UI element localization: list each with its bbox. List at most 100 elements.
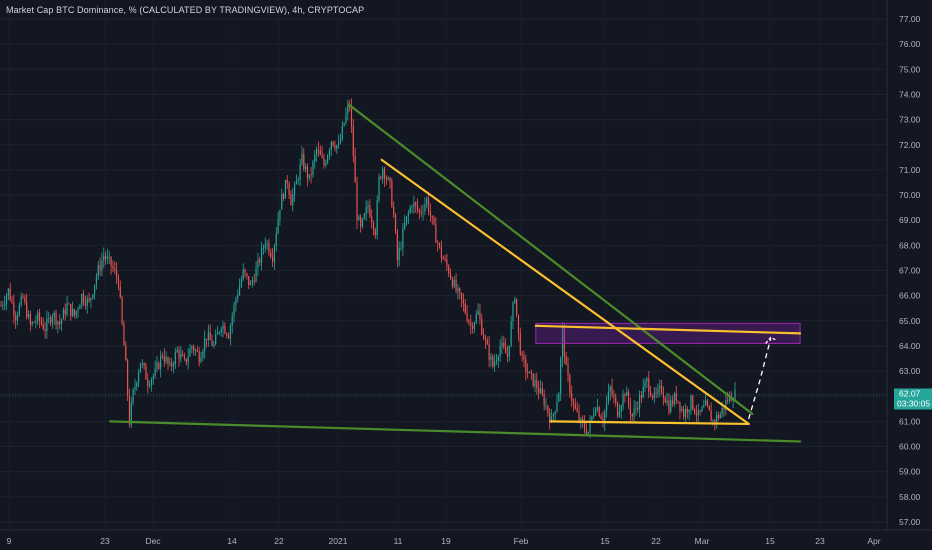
candle [358, 214, 360, 221]
candle [55, 309, 57, 330]
candle [683, 405, 685, 420]
candle [541, 381, 543, 397]
candle [369, 199, 371, 218]
candle [171, 357, 173, 372]
candle [37, 309, 39, 326]
candle [631, 413, 633, 421]
candle [227, 332, 230, 340]
candle [470, 314, 472, 335]
candle [536, 372, 538, 395]
candle [626, 386, 628, 396]
candle [104, 251, 107, 266]
y-tick-label: 76.00 [899, 39, 921, 49]
candle [565, 351, 567, 366]
candle [88, 292, 90, 303]
candle [156, 355, 158, 373]
x-tick-label: 15 [765, 536, 775, 546]
projection-path[interactable] [748, 338, 772, 420]
candle [734, 382, 736, 402]
candle [259, 256, 261, 266]
candle [112, 260, 114, 272]
candle [497, 354, 499, 369]
yellow-bottom-line[interactable] [549, 420, 750, 426]
candle [82, 289, 85, 307]
y-tick-label: 72.00 [899, 140, 921, 150]
candle [545, 397, 547, 410]
candle [651, 394, 654, 401]
candle [558, 391, 560, 403]
candle [657, 383, 659, 399]
candle [325, 159, 327, 168]
candle [424, 197, 426, 216]
candle [68, 302, 70, 305]
candle [27, 309, 30, 320]
candle [453, 275, 455, 289]
candle [231, 311, 233, 334]
candle [490, 352, 492, 367]
candle [123, 320, 125, 346]
candle [237, 289, 239, 303]
candle [24, 294, 26, 305]
time-axis[interactable]: 9 23 Dec 14 22 2021 11 19 Feb 15 22 Mar 15 23 Apr [7, 536, 881, 546]
candle [668, 393, 670, 416]
candle [505, 338, 507, 354]
candle [178, 346, 180, 367]
yellow-resistance-line[interactable] [534, 324, 802, 335]
candle [244, 268, 246, 278]
candle [238, 278, 241, 296]
candle [138, 368, 140, 388]
candle [165, 351, 167, 364]
candle [235, 296, 237, 312]
green-lower-trendline[interactable] [108, 420, 802, 443]
candle [532, 373, 534, 388]
candle [73, 308, 75, 319]
candle [242, 263, 244, 282]
y-tick-label: 58.00 [899, 492, 921, 502]
yellow-upper-trendline[interactable] [380, 158, 750, 426]
candle [248, 276, 250, 290]
candle [66, 296, 68, 317]
candle [255, 261, 257, 283]
candle [382, 166, 384, 184]
candle [271, 248, 274, 268]
candle [409, 204, 411, 215]
candle [101, 252, 103, 277]
trendlines[interactable] [108, 103, 802, 443]
candle [194, 348, 197, 357]
candle [33, 321, 35, 324]
candle [673, 391, 676, 407]
candle [60, 318, 63, 331]
projection-arrow[interactable] [748, 336, 777, 420]
candle [561, 322, 564, 368]
candle [616, 401, 619, 419]
candle [593, 407, 595, 419]
candle [703, 399, 705, 409]
candle [295, 174, 298, 185]
candle [345, 107, 347, 125]
price-axis[interactable]: 77.00 76.00 75.00 74.00 73.00 72.00 71.00 70.00… [899, 14, 921, 527]
candle [163, 348, 165, 368]
candle [0, 300, 2, 307]
candle [666, 392, 668, 407]
candle [53, 310, 55, 326]
candle [583, 415, 586, 434]
candle [350, 98, 353, 133]
candle [437, 240, 439, 252]
candle [316, 146, 318, 162]
candle [305, 163, 307, 173]
candle [207, 324, 209, 347]
candle [440, 240, 442, 263]
candle [475, 309, 477, 325]
green-upper-trendline[interactable] [347, 103, 754, 415]
candle [486, 336, 488, 345]
candle [422, 204, 424, 221]
candle [404, 214, 406, 231]
candle [176, 346, 178, 354]
y-tick-label: 57.00 [899, 517, 921, 527]
candle [640, 390, 643, 404]
candle [193, 344, 195, 356]
candle [224, 322, 226, 335]
candle [413, 195, 415, 214]
candle [538, 380, 540, 400]
